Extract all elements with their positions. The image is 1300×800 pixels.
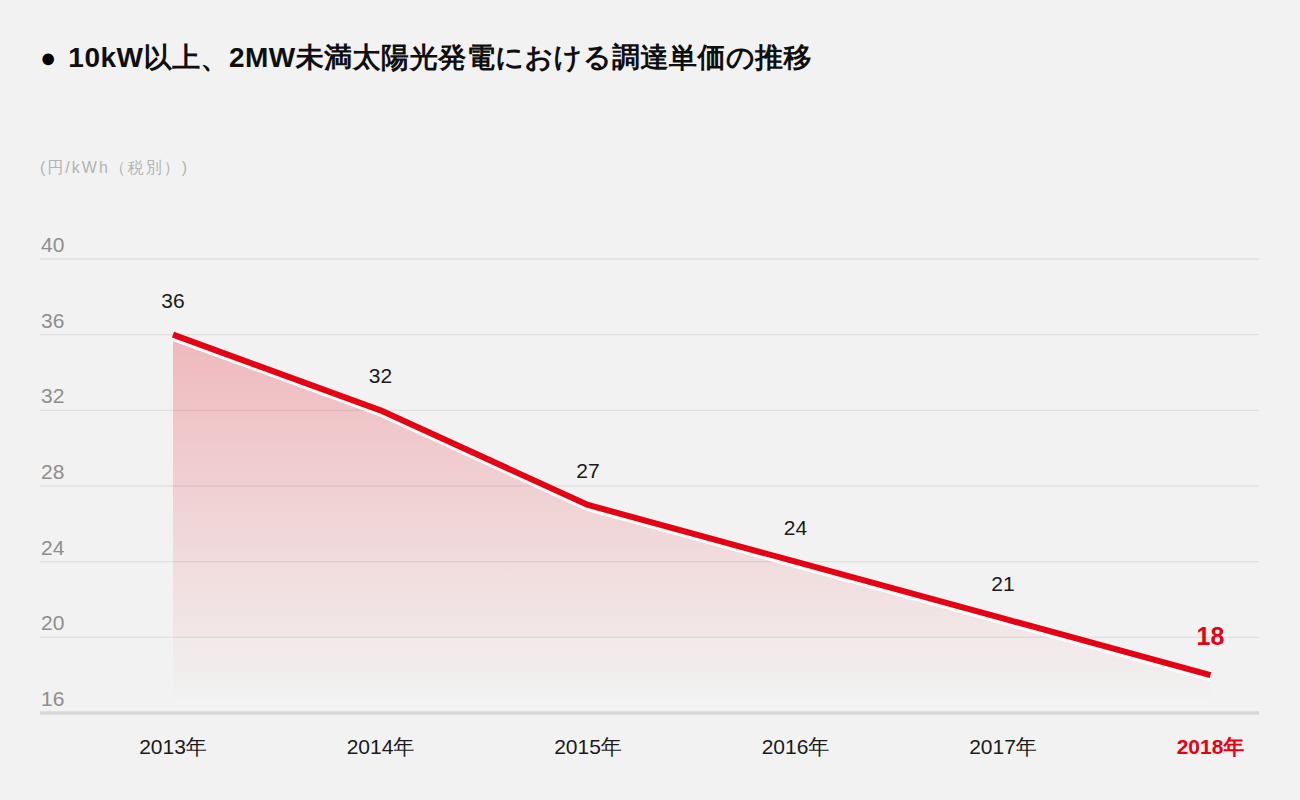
x-axis-label: 2014年 bbox=[347, 735, 415, 758]
data-label: 24 bbox=[784, 516, 808, 539]
data-label: 32 bbox=[369, 364, 392, 387]
data-label: 18 bbox=[1197, 622, 1225, 650]
y-tick-label: 16 bbox=[41, 687, 64, 710]
x-axis-label: 2016年 bbox=[762, 735, 830, 758]
x-axis-label: 2013年 bbox=[139, 735, 207, 758]
x-axis-label: 2018年 bbox=[1177, 735, 1245, 758]
y-tick-label: 40 bbox=[41, 233, 64, 256]
y-tick-label: 20 bbox=[41, 611, 64, 634]
chart-panel: ● 10kW以上、2MW未満太陽光発電における調達単価の推移 (円/kWh（税別… bbox=[0, 0, 1300, 800]
y-tick-label: 36 bbox=[41, 309, 64, 332]
y-tick-label: 28 bbox=[41, 460, 64, 483]
x-axis-label: 2017年 bbox=[969, 735, 1037, 758]
data-label: 27 bbox=[576, 459, 599, 482]
x-axis-label: 2015年 bbox=[554, 735, 622, 758]
y-tick-label: 32 bbox=[41, 384, 64, 407]
data-label: 21 bbox=[991, 572, 1014, 595]
y-tick-label: 24 bbox=[41, 536, 65, 559]
line-chart: 40 36 32 28 24 20 16 36 32 27 24 21 18 2013年 2014年 2015… bbox=[0, 0, 1300, 800]
data-label: 36 bbox=[161, 289, 184, 312]
